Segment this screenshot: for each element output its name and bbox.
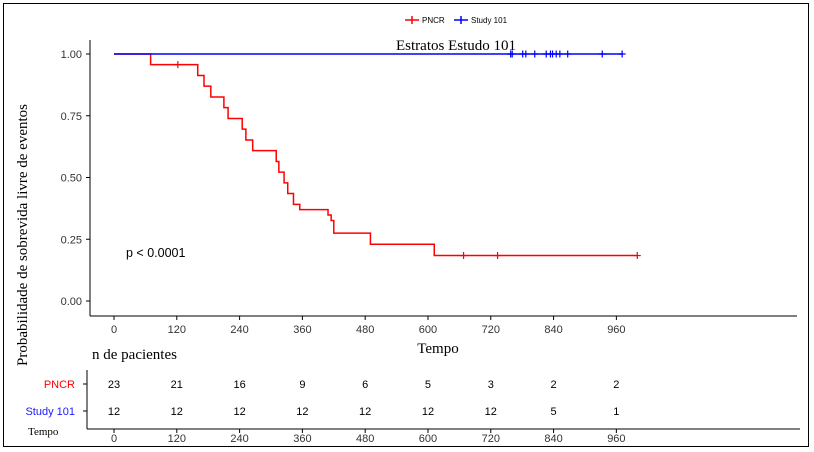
x-axis-label: Tempo	[417, 341, 458, 357]
risk-cell: 21	[171, 379, 183, 391]
risk-x-tick-label: 960	[607, 433, 625, 445]
figure-frame	[3, 3, 809, 447]
risk-cell: 9	[299, 379, 305, 391]
censor-mark	[460, 252, 468, 260]
y-tick-label: 0.00	[61, 296, 82, 308]
risk-cell: 3	[488, 379, 494, 391]
risk-cell: 1	[613, 406, 619, 418]
risk-cell: 16	[233, 379, 245, 391]
risk-cell: 23	[108, 379, 120, 391]
y-tick-label: 0.25	[61, 234, 82, 246]
y-tick-label: 1.00	[61, 49, 82, 61]
risk-cell: 12	[485, 406, 497, 418]
censor-mark	[531, 50, 539, 58]
risk-table-title: n de pacientes	[92, 347, 177, 363]
x-tick-label: 960	[607, 324, 625, 336]
risk-row-label: Study 101	[25, 406, 75, 418]
risk-cell: 2	[613, 379, 619, 391]
risk-cell: 12	[422, 406, 434, 418]
censor-mark	[633, 252, 641, 260]
censor-mark	[618, 50, 626, 58]
censor-mark	[556, 50, 564, 58]
y-tick-label: 0.75	[61, 111, 82, 123]
censor-mark	[174, 61, 182, 69]
risk-x-tick-label: 120	[168, 433, 186, 445]
risk-row-label: PNCR	[44, 379, 75, 391]
x-tick-label: 840	[544, 324, 562, 336]
x-tick-label: 360	[293, 324, 311, 336]
risk-cell: 12	[108, 406, 120, 418]
risk-cell: 6	[362, 379, 368, 391]
chart-title: Estratos Estudo 101	[396, 38, 516, 54]
risk-x-label: Tempo	[28, 426, 59, 438]
risk-cell: 5	[551, 406, 557, 418]
risk-x-tick-label: 480	[356, 433, 374, 445]
risk-x-tick-label: 0	[111, 433, 117, 445]
legend-label: PNCR	[422, 16, 445, 25]
y-tick-label: 0.50	[61, 173, 82, 185]
x-tick-label: 120	[168, 324, 186, 336]
risk-cell: 12	[359, 406, 371, 418]
x-tick-label: 480	[356, 324, 374, 336]
risk-cell: 5	[425, 379, 431, 391]
x-tick-label: 240	[230, 324, 248, 336]
risk-x-tick-label: 600	[419, 433, 437, 445]
p-value-annotation: p < 0.0001	[126, 246, 185, 260]
risk-x-tick-label: 360	[293, 433, 311, 445]
legend-label: Study 101	[471, 16, 508, 25]
x-tick-label: 0	[111, 324, 117, 336]
x-tick-label: 600	[419, 324, 437, 336]
series-line-pncr	[114, 53, 638, 257]
risk-cell: 12	[296, 406, 308, 418]
censor-mark	[508, 50, 516, 58]
risk-x-tick-label: 720	[482, 433, 500, 445]
risk-x-tick-label: 240	[230, 433, 248, 445]
censor-mark	[494, 252, 502, 260]
censor-mark	[598, 50, 606, 58]
risk-cell: 12	[233, 406, 245, 418]
risk-cell: 2	[551, 379, 557, 391]
censor-mark	[564, 50, 572, 58]
y-axis-label: Probabilidade de sobrevida livre de even…	[15, 104, 31, 366]
risk-x-tick-label: 840	[544, 433, 562, 445]
censor-mark	[522, 50, 530, 58]
x-tick-label: 720	[482, 324, 500, 336]
risk-cell: 12	[171, 406, 183, 418]
